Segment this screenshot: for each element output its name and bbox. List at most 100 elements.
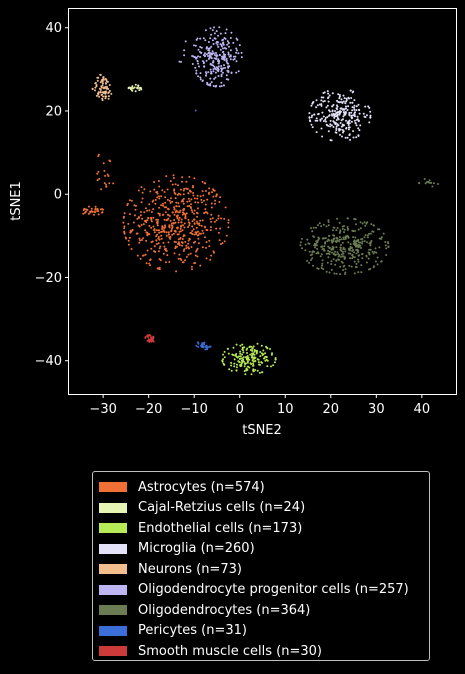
data-point: [181, 238, 184, 240]
data-point: [196, 37, 199, 40]
data-point: [161, 228, 163, 230]
data-point: [153, 245, 156, 248]
data-point: [213, 189, 216, 192]
data-point: [138, 237, 141, 240]
data-point: [215, 55, 218, 58]
data-point: [177, 184, 179, 187]
data-point: [220, 85, 223, 88]
data-point: [144, 253, 147, 256]
data-point: [310, 123, 313, 126]
data-point: [196, 197, 199, 200]
data-point: [132, 221, 135, 224]
data-point: [174, 183, 177, 186]
data-point: [199, 37, 202, 40]
data-point: [314, 246, 316, 249]
data-point: [369, 110, 372, 113]
data-point: [372, 266, 375, 269]
data-point: [353, 99, 356, 102]
data-point: [182, 198, 185, 200]
x-axis-title: tSNE2: [242, 423, 282, 438]
data-point: [231, 353, 234, 356]
data-point: [243, 365, 246, 368]
data-point: [170, 197, 172, 200]
data-point: [339, 101, 342, 104]
data-point: [180, 60, 182, 63]
data-point: [214, 85, 217, 88]
data-point: [156, 190, 159, 193]
data-point: [178, 60, 181, 63]
data-point: [96, 76, 99, 79]
data-point: [352, 136, 355, 139]
legend-swatch: [99, 543, 127, 554]
data-point: [89, 211, 92, 214]
data-point: [187, 218, 190, 221]
data-point: [200, 198, 203, 201]
data-point: [181, 244, 183, 247]
data-point: [357, 251, 360, 253]
data-point: [310, 116, 313, 119]
data-point: [339, 273, 342, 276]
data-point: [236, 363, 238, 366]
data-point: [150, 216, 152, 219]
data-point: [353, 119, 356, 122]
data-point: [366, 241, 368, 244]
data-point: [239, 363, 242, 366]
data-point: [215, 219, 218, 222]
data-point: [194, 262, 197, 264]
data-point: [157, 236, 160, 238]
data-point: [205, 47, 208, 50]
data-point: [332, 253, 335, 256]
data-point: [342, 94, 345, 97]
data-point: [160, 234, 163, 237]
data-point: [208, 345, 211, 348]
data-point: [108, 182, 111, 185]
data-point: [201, 80, 204, 82]
data-point: [364, 224, 367, 227]
data-point: [209, 37, 212, 40]
data-point: [101, 91, 104, 94]
data-point: [374, 260, 377, 263]
data-point: [329, 125, 332, 128]
data-point: [140, 224, 143, 226]
data-point: [207, 55, 209, 57]
data-point: [148, 262, 151, 265]
data-point: [195, 72, 198, 75]
data-point: [101, 82, 104, 85]
data-point: [347, 247, 350, 250]
data-point: [150, 336, 153, 339]
data-point: [123, 230, 126, 233]
data-point: [209, 258, 212, 261]
data-point: [217, 75, 220, 77]
data-point: [322, 100, 325, 103]
data-point: [164, 196, 167, 199]
y-tick-label: 40: [45, 21, 62, 36]
data-point: [194, 254, 197, 257]
data-point: [150, 220, 153, 223]
data-point: [185, 212, 188, 215]
data-point: [160, 195, 163, 198]
data-point: [341, 135, 343, 138]
data-point: [137, 189, 140, 192]
data-point: [361, 242, 364, 245]
data-point: [146, 231, 149, 234]
data-point: [158, 247, 161, 250]
data-point: [173, 206, 175, 209]
data-point: [178, 243, 181, 246]
data-point: [193, 177, 196, 180]
data-point: [164, 247, 167, 250]
data-point: [327, 249, 330, 252]
data-point: [155, 239, 158, 242]
data-point: [205, 74, 207, 77]
data-point: [330, 124, 333, 127]
data-point: [327, 100, 330, 103]
data-point: [308, 242, 311, 245]
data-point: [220, 45, 223, 48]
data-point: [331, 240, 333, 243]
data-point: [210, 254, 213, 257]
data-point: [212, 64, 214, 67]
data-point: [336, 99, 338, 102]
data-point: [214, 71, 217, 74]
data-point: [330, 113, 333, 116]
data-point: [322, 268, 325, 270]
data-point: [128, 199, 131, 202]
